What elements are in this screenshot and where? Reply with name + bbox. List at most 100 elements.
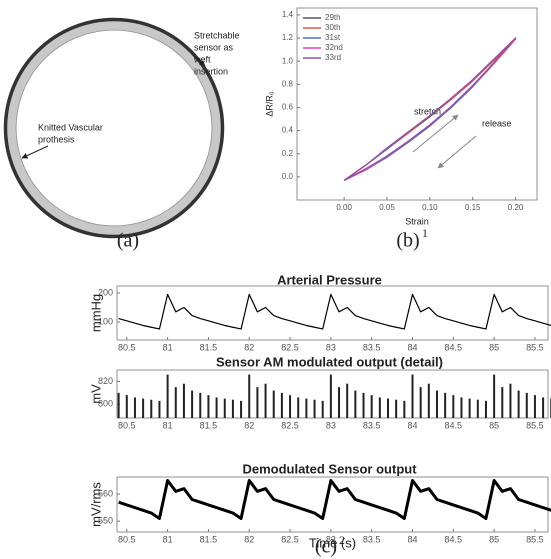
y-tick-label: 1.2	[282, 33, 294, 42]
x-tick-label: 82.5	[281, 342, 299, 352]
x-tick-label: 84.5	[445, 420, 463, 430]
x-tick-label: 82.5	[281, 420, 299, 430]
annotation: stretch	[414, 106, 441, 116]
bar	[272, 390, 275, 418]
bar	[264, 383, 267, 418]
legend-label: 33rd	[325, 53, 341, 62]
stretch-arrow	[412, 114, 459, 153]
sensor-label: sensor as	[194, 42, 234, 52]
legend-label: 31st	[325, 33, 341, 42]
bar	[370, 395, 373, 418]
x-tick-label: 84.5	[445, 534, 463, 544]
caption: (c)	[315, 536, 337, 558]
bar	[411, 374, 414, 418]
plot-frame	[116, 285, 549, 341]
bar	[142, 398, 145, 418]
x-tick-label: 0.10	[422, 203, 438, 212]
bar	[501, 387, 504, 418]
bar	[395, 399, 398, 418]
bar	[313, 399, 316, 418]
bar	[248, 374, 251, 418]
bar	[199, 392, 202, 418]
y-axis-label: mmHg	[88, 294, 103, 332]
x-tick-label: 84	[407, 420, 417, 430]
y-tick-label: 0.4	[282, 126, 294, 135]
prosthesis-ring	[6, 20, 222, 236]
x-tick-label: 82.5	[281, 534, 299, 544]
x-tick-label: 83	[326, 342, 336, 352]
bar	[321, 400, 324, 418]
bar	[289, 395, 292, 418]
y-axis-label: mV/rms	[88, 482, 103, 527]
bar	[493, 374, 496, 418]
chart-title: Demodulated Sensor output	[242, 461, 417, 476]
x-tick-label: 81.5	[200, 342, 218, 352]
caption-ref: 2	[339, 533, 345, 547]
chart-title: Arterial Pressure	[277, 272, 382, 287]
y-tick-label: 800	[98, 399, 113, 409]
y-tick-label: 820	[98, 376, 113, 386]
x-tick-label: 0.15	[465, 203, 481, 212]
x-tick-label: 85	[489, 342, 499, 352]
prosthesis-label: Knitted Vascular	[38, 122, 103, 132]
bar	[533, 395, 536, 418]
sensor-arrow	[193, 55, 206, 67]
bar	[403, 400, 406, 418]
x-tick-label: 84.5	[445, 342, 463, 352]
bar	[215, 397, 218, 418]
y-tick-label: 100	[98, 316, 113, 326]
x-tick-label: 82	[244, 534, 254, 544]
caption: (a)	[117, 230, 139, 252]
x-tick-label: 85.5	[526, 420, 544, 430]
prosthesis-arrow	[21, 145, 49, 159]
x-tick-label: 82	[244, 342, 254, 352]
x-tick-label: 0.20	[508, 203, 524, 212]
x-tick-label: 80.5	[118, 342, 136, 352]
bar	[240, 400, 243, 418]
sensor-ring	[3, 17, 225, 239]
x-tick-label: 85	[489, 534, 499, 544]
x-tick-label: 81.5	[200, 420, 218, 430]
bar	[509, 383, 512, 418]
x-tick-label: 0.00	[336, 203, 352, 212]
bar	[346, 383, 349, 418]
bar	[452, 395, 455, 418]
y-tick-label: 0.8	[282, 79, 294, 88]
bar	[231, 399, 234, 418]
bar	[191, 390, 194, 418]
data-line	[118, 479, 551, 520]
sensor-label: weft	[193, 54, 211, 64]
y-tick-label: 0.6	[282, 103, 294, 112]
y-tick-label: 1.0	[282, 56, 294, 65]
bar	[150, 399, 153, 418]
bar	[476, 399, 479, 418]
bar	[468, 398, 471, 418]
bar	[305, 398, 308, 418]
bar	[517, 390, 520, 418]
caption: (b)	[396, 230, 419, 252]
x-tick-label: 80.5	[118, 534, 136, 544]
y-tick-label: 200	[98, 287, 113, 297]
y-tick-label: 550	[98, 516, 113, 526]
legend-label: 32nd	[325, 43, 343, 52]
prosthesis-label: prothesis	[38, 134, 75, 144]
x-tick-label: 84	[407, 534, 417, 544]
bar	[362, 392, 365, 418]
bar	[182, 383, 185, 418]
x-tick-label: 85.5	[526, 534, 544, 544]
bar	[419, 387, 422, 418]
caption-ref: 1	[422, 226, 428, 240]
x-tick-label: 81	[163, 420, 173, 430]
bar	[117, 392, 120, 418]
bar	[354, 390, 357, 418]
bar	[297, 397, 300, 418]
x-tick-label: 83.5	[363, 420, 381, 430]
x-tick-label: 83.5	[363, 342, 381, 352]
x-tick-label: 83	[326, 420, 336, 430]
sensor-label: Stretchable	[194, 30, 240, 40]
bar	[256, 387, 259, 418]
bar	[387, 398, 390, 418]
x-tick-label: 82	[244, 420, 254, 430]
plot-frame	[296, 7, 538, 201]
